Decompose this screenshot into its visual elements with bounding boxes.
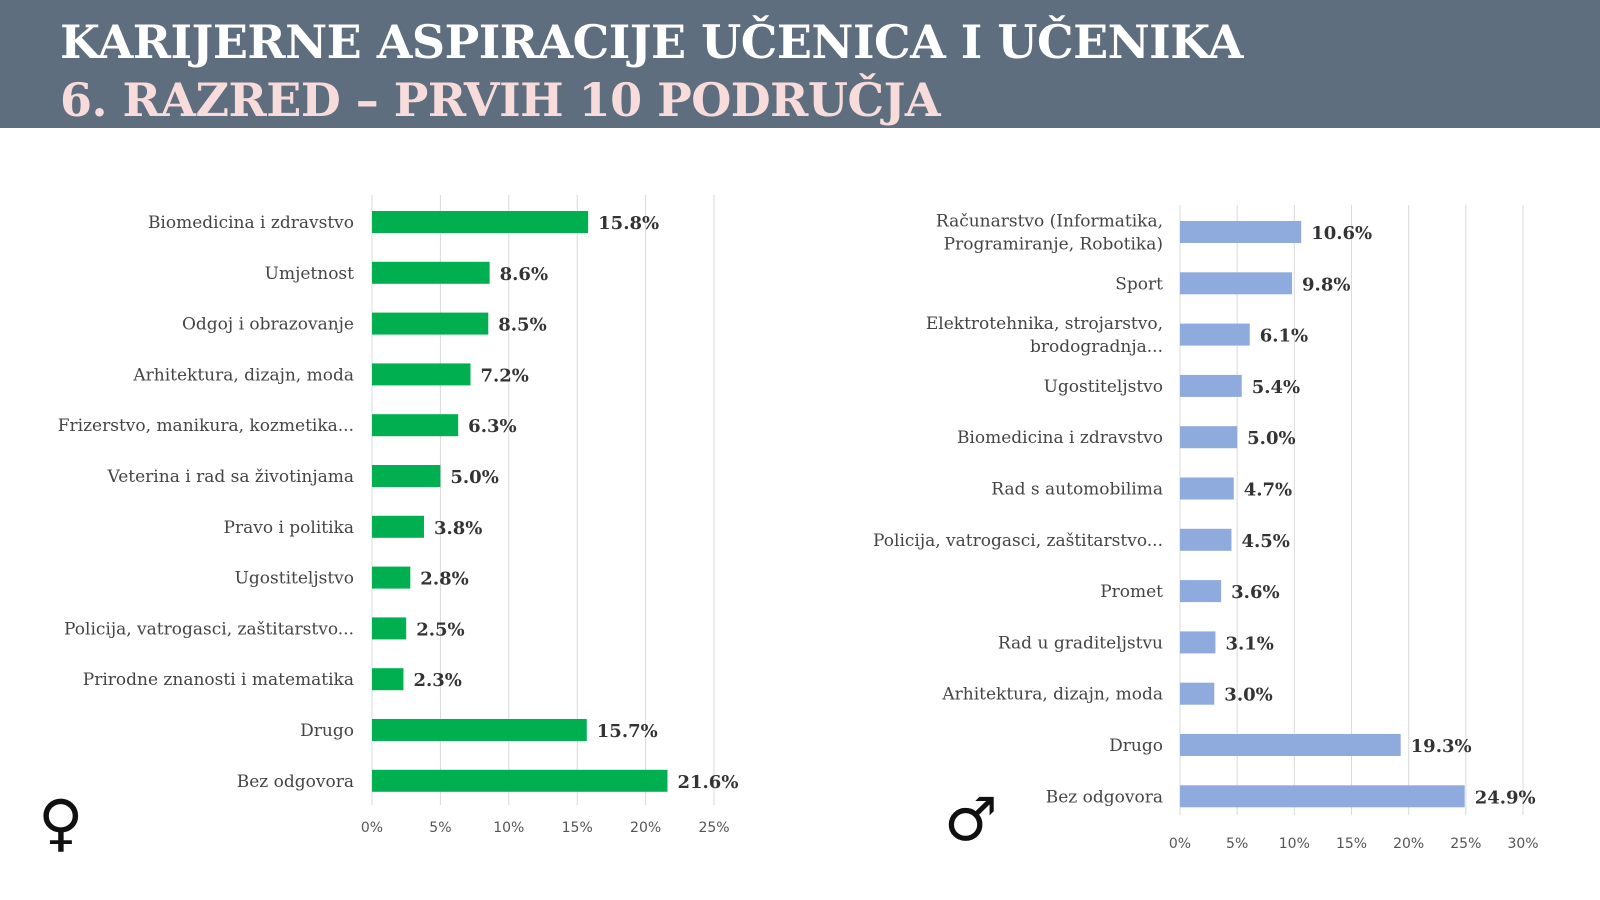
data-label: 8.6%: [500, 264, 548, 285]
bar: [1180, 374, 1242, 397]
data-label: 4.7%: [1244, 480, 1292, 501]
data-label: 2.8%: [420, 569, 468, 590]
data-label: 8.5%: [498, 315, 546, 336]
x-tick-label: 5%: [1226, 836, 1248, 852]
bar: [372, 668, 404, 691]
male-symbol-icon: ♂: [944, 785, 998, 855]
x-tick-label: 30%: [1507, 836, 1538, 852]
category-label: Drugo: [1109, 736, 1163, 756]
data-label: 7.2%: [480, 365, 528, 386]
category-label: Prirodne znanosti i matematika: [83, 670, 354, 690]
x-tick-label: 10%: [493, 820, 524, 836]
female-bar-chart: 0% 5% 10% 15% 20% 25% Biomedicina i zdravstvo 1…: [58, 195, 738, 836]
data-label: 9.8%: [1302, 274, 1350, 295]
bar: [372, 465, 441, 487]
data-label: 5.4%: [1252, 377, 1300, 398]
category-label: Pravo i politika: [224, 518, 354, 538]
data-label: 4.5%: [1241, 531, 1289, 552]
data-label: 6.3%: [468, 416, 516, 437]
data-label: 15.8%: [598, 213, 659, 234]
data-label: 19.3%: [1411, 736, 1472, 757]
data-label: 15.7%: [597, 721, 658, 742]
bar: [1180, 785, 1465, 808]
bar: [1180, 221, 1302, 243]
data-label: 3.1%: [1225, 633, 1273, 654]
x-tick-label: 25%: [1450, 836, 1481, 852]
data-label: 3.0%: [1224, 685, 1272, 706]
category-label: Elektrotehnika, strojarstvo, brodogradnja…: [926, 314, 1163, 357]
x-tick-label: 5%: [429, 820, 451, 836]
category-label: Biomedicina i zdravstvo: [957, 428, 1163, 448]
category-label: Računarstvo (Informatika, Programiranje, …: [936, 212, 1163, 255]
data-label: 3.6%: [1231, 582, 1279, 603]
category-label: Bez odgovora: [237, 772, 354, 792]
category-label: Bez odgovora: [1046, 787, 1163, 807]
category-label: Drugo: [300, 721, 354, 741]
category-label: Sport: [1115, 274, 1163, 294]
bar: [1180, 734, 1401, 756]
x-tick-label: 10%: [1279, 836, 1310, 852]
bar: [1180, 272, 1293, 295]
category-label: Frizerstvo, manikura, kozmetika...: [58, 416, 354, 436]
category-label: Rad u graditeljstvu: [998, 633, 1163, 653]
data-label: 24.9%: [1475, 787, 1536, 808]
x-tick-label: 15%: [1336, 836, 1367, 852]
bar: [1180, 426, 1238, 449]
data-label: 6.1%: [1260, 326, 1308, 347]
category-label: Veterina i rad sa životinjama: [107, 467, 354, 487]
category-label: Ugostiteljstvo: [1044, 377, 1163, 397]
x-tick-label: 0%: [361, 820, 383, 836]
bar: [1180, 528, 1232, 551]
bar: [372, 719, 587, 741]
page-title: KARIJERNE ASPIRACIJE UČENICA I UČENIKA: [60, 15, 1244, 69]
category-label: Biomedicina i zdravstvo: [148, 213, 354, 233]
category-label: Policija, vatrogasci, zaštitarstvo...: [873, 531, 1163, 551]
bar: [372, 769, 668, 792]
bar: [372, 261, 490, 284]
bar: [372, 211, 589, 233]
bar: [372, 515, 424, 538]
category-label: Arhitektura, dizajn, moda: [941, 685, 1163, 705]
category-label: Odgoj i obrazovanje: [182, 315, 354, 335]
data-label: 21.6%: [677, 772, 738, 793]
bar: [1180, 323, 1250, 346]
header-banner: KARIJERNE ASPIRACIJE UČENICA I UČENIKA 6…: [0, 0, 1600, 128]
x-tick-label: 0%: [1169, 836, 1191, 852]
category-label: Policija, vatrogasci, zaštitarstvo...: [64, 619, 354, 639]
x-tick-label: 20%: [1393, 836, 1424, 852]
page-subtitle: 6. RAZRED – PRVIH 10 PODRUČJA: [60, 73, 941, 127]
bar: [372, 363, 471, 386]
x-tick-label: 20%: [630, 820, 661, 836]
data-label: 3.8%: [434, 518, 482, 539]
category-label: Rad s automobilima: [991, 480, 1163, 500]
category-label: Umjetnost: [265, 264, 355, 284]
data-label: 5.0%: [450, 467, 498, 488]
bar: [372, 312, 489, 335]
data-label: 2.3%: [413, 670, 461, 691]
bar: [1180, 477, 1234, 500]
data-label: 5.0%: [1247, 428, 1295, 449]
category-label: Promet: [1100, 582, 1163, 602]
female-symbol-icon: ♀: [38, 786, 84, 859]
bar: [372, 566, 411, 589]
bar: [1180, 682, 1215, 705]
data-label: 10.6%: [1311, 223, 1372, 244]
category-label: Arhitektura, dizajn, moda: [132, 365, 354, 385]
bar: [372, 414, 459, 437]
category-label: Ugostiteljstvo: [235, 569, 354, 589]
bar: [1180, 631, 1216, 654]
bar: [1180, 580, 1222, 603]
x-tick-label: 15%: [562, 820, 593, 836]
bar: [372, 617, 407, 640]
data-label: 2.5%: [416, 619, 464, 640]
x-tick-label: 25%: [698, 820, 729, 836]
